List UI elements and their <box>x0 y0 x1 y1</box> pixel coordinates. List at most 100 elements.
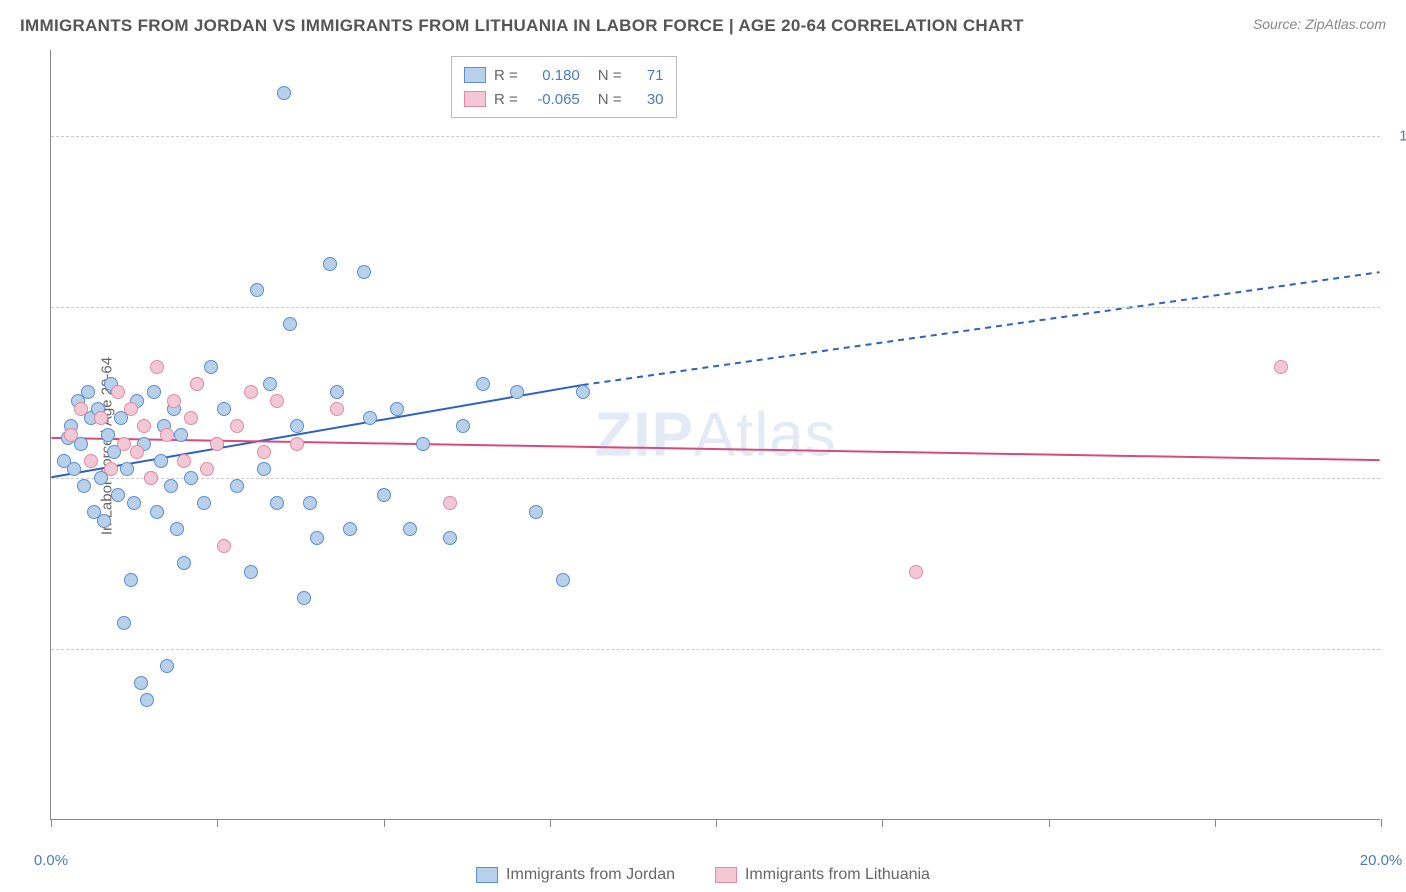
scatter-point <box>174 428 188 442</box>
legend-swatch <box>464 91 486 107</box>
scatter-point <box>104 462 118 476</box>
series-legend-item: Immigrants from Jordan <box>476 866 675 884</box>
x-tick <box>217 819 218 827</box>
scatter-point <box>150 360 164 374</box>
scatter-point <box>160 659 174 673</box>
legend-r-value: 0.180 <box>530 67 580 84</box>
x-tick <box>1381 819 1382 827</box>
scatter-point <box>67 462 81 476</box>
scatter-point <box>257 462 271 476</box>
scatter-point <box>160 428 174 442</box>
scatter-point <box>170 522 184 536</box>
scatter-point <box>363 411 377 425</box>
legend-n-label: N = <box>598 67 622 84</box>
scatter-point <box>556 573 570 587</box>
gridline <box>51 649 1380 650</box>
x-tick <box>1049 819 1050 827</box>
scatter-point <box>290 419 304 433</box>
scatter-point <box>210 437 224 451</box>
scatter-point <box>257 445 271 459</box>
scatter-point <box>184 411 198 425</box>
x-tick <box>384 819 385 827</box>
scatter-point <box>94 411 108 425</box>
scatter-point <box>150 505 164 519</box>
x-tick <box>1215 819 1216 827</box>
y-tick-label: 100.0% <box>1399 127 1406 144</box>
legend-n-value: 30 <box>634 91 664 108</box>
scatter-point <box>111 488 125 502</box>
scatter-point <box>101 428 115 442</box>
legend-r-label: R = <box>494 67 518 84</box>
scatter-point <box>97 514 111 528</box>
plot-area: ZIPAtlas R =0.180N =71R =-0.065N =30 70.… <box>50 50 1380 820</box>
scatter-point <box>147 385 161 399</box>
scatter-point <box>476 377 490 391</box>
scatter-point <box>390 402 404 416</box>
x-tick <box>51 819 52 827</box>
x-tick <box>882 819 883 827</box>
scatter-point <box>270 394 284 408</box>
scatter-point <box>403 522 417 536</box>
scatter-point <box>197 496 211 510</box>
scatter-point <box>230 479 244 493</box>
scatter-point <box>277 86 291 100</box>
scatter-point <box>250 283 264 297</box>
trend-line-solid <box>51 438 1379 460</box>
scatter-point <box>290 437 304 451</box>
watermark: ZIPAtlas <box>594 399 836 470</box>
scatter-point <box>124 402 138 416</box>
scatter-point <box>263 377 277 391</box>
scatter-point <box>64 428 78 442</box>
scatter-point <box>244 565 258 579</box>
series-legend: Immigrants from Jordan Immigrants from Li… <box>476 866 930 884</box>
scatter-point <box>529 505 543 519</box>
scatter-point <box>283 317 297 331</box>
series-legend-label: Immigrants from Lithuania <box>745 866 930 884</box>
scatter-point <box>111 385 125 399</box>
scatter-point <box>204 360 218 374</box>
scatter-point <box>909 565 923 579</box>
scatter-point <box>576 385 590 399</box>
scatter-point <box>117 616 131 630</box>
scatter-point <box>1274 360 1288 374</box>
scatter-point <box>244 385 258 399</box>
trend-line-dashed <box>583 272 1380 385</box>
source-attribution: Source: ZipAtlas.com <box>1253 16 1386 32</box>
legend-n-label: N = <box>598 91 622 108</box>
legend-n-value: 71 <box>634 67 664 84</box>
scatter-point <box>130 445 144 459</box>
legend-swatch <box>464 67 486 83</box>
scatter-point <box>81 385 95 399</box>
series-legend-item: Immigrants from Lithuania <box>715 866 930 884</box>
scatter-point <box>154 454 168 468</box>
legend-r-value: -0.065 <box>530 91 580 108</box>
legend-r-label: R = <box>494 91 518 108</box>
scatter-point <box>357 265 371 279</box>
scatter-point <box>303 496 317 510</box>
x-tick <box>550 819 551 827</box>
scatter-point <box>310 531 324 545</box>
x-tick-label: 20.0% <box>1360 852 1403 869</box>
trend-lines-svg <box>51 50 1380 819</box>
scatter-point <box>270 496 284 510</box>
scatter-point <box>323 257 337 271</box>
chart-title: IMMIGRANTS FROM JORDAN VS IMMIGRANTS FRO… <box>20 16 1024 36</box>
legend-row: R = 0.180 N = 71 <box>464 63 664 87</box>
legend-swatch <box>715 867 737 883</box>
scatter-point <box>84 454 98 468</box>
scatter-point <box>510 385 524 399</box>
scatter-point <box>177 556 191 570</box>
scatter-point <box>217 402 231 416</box>
scatter-point <box>127 496 141 510</box>
scatter-point <box>297 591 311 605</box>
chart-container: IMMIGRANTS FROM JORDAN VS IMMIGRANTS FRO… <box>0 0 1406 892</box>
correlation-legend: R = 0.180 N = 71 R = -0.065 N = 30 <box>451 56 677 118</box>
series-legend-label: Immigrants from Jordan <box>506 866 675 884</box>
scatter-point <box>230 419 244 433</box>
scatter-point <box>377 488 391 502</box>
scatter-point <box>164 479 178 493</box>
scatter-point <box>120 462 134 476</box>
gridline <box>51 478 1380 479</box>
scatter-point <box>144 471 158 485</box>
scatter-point <box>343 522 357 536</box>
